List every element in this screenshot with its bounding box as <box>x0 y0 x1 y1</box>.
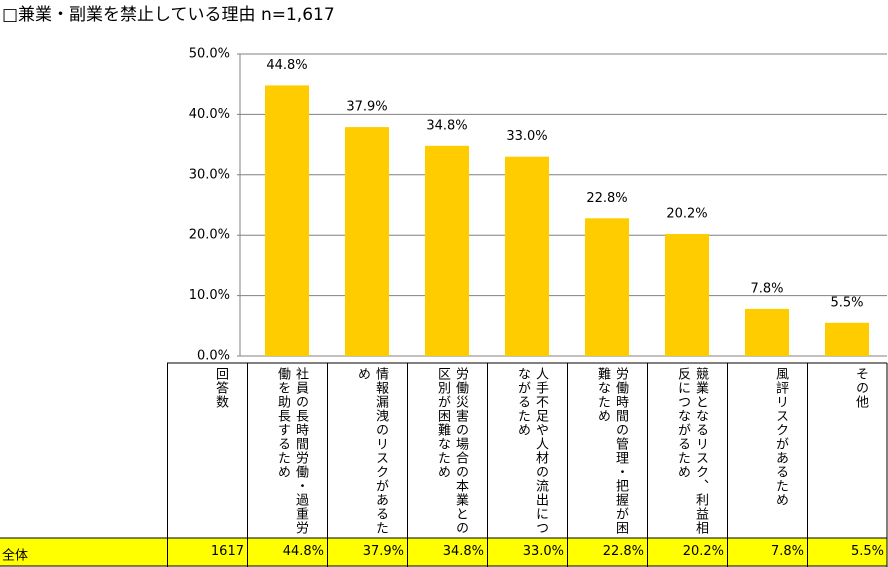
value-label: 22.8% <box>586 191 627 206</box>
table-value: 7.8% <box>727 538 807 567</box>
value-label: 7.8% <box>750 281 783 296</box>
table-value: 20.2% <box>647 538 727 567</box>
category-label: 人手不足や人材の流出につながるため <box>487 363 567 538</box>
value-label: 33.0% <box>506 129 547 144</box>
y-tick-label: 10.0% <box>189 288 230 303</box>
value-label: 5.5% <box>830 295 863 310</box>
category-label: 競業となるリスク、利益相反につながるため <box>647 363 727 538</box>
bar <box>585 218 629 356</box>
table-value: 22.8% <box>567 538 647 567</box>
y-tick-label: 0.0% <box>197 349 230 364</box>
category-label: 情報漏洩のリスクがあるため <box>327 363 407 538</box>
y-tick-label: 30.0% <box>189 167 230 182</box>
bar <box>425 145 469 356</box>
table-value: 33.0% <box>487 538 567 567</box>
table-value: 44.8% <box>247 538 327 567</box>
bar <box>745 308 789 356</box>
chart-title: □兼業・副業を禁止している理由 n=1,617 <box>2 5 335 25</box>
category-label: 社員の長時間労働・過重労働を助長するため <box>247 363 327 538</box>
table-value: 34.8% <box>407 538 487 567</box>
bar <box>825 322 869 356</box>
table-value: 37.9% <box>327 538 407 567</box>
value-label: 44.8% <box>266 58 307 73</box>
count-header: 回答数 <box>167 363 247 567</box>
category-label: 風評リスクがあるため <box>727 363 807 538</box>
value-label: 20.2% <box>666 206 707 221</box>
count-cell: 1617 <box>167 538 247 567</box>
value-label: 34.8% <box>426 118 467 133</box>
category-label: 労働時間の管理・把握が困難なため <box>567 363 647 538</box>
bar <box>345 127 389 356</box>
y-tick-label: 50.0% <box>189 47 230 62</box>
y-tick-label: 20.0% <box>189 228 230 243</box>
bar <box>265 85 309 357</box>
table-row-bg <box>0 538 887 566</box>
bar <box>505 156 549 356</box>
bar <box>665 233 709 356</box>
table-value: 5.5% <box>807 538 887 567</box>
value-label: 37.9% <box>346 100 387 115</box>
y-tick-label: 40.0% <box>189 107 230 122</box>
category-label: 労働災害の場合の本業との区別が困難なため <box>407 363 487 538</box>
category-label: その他 <box>807 363 887 538</box>
row-label: 全体 <box>2 548 28 564</box>
